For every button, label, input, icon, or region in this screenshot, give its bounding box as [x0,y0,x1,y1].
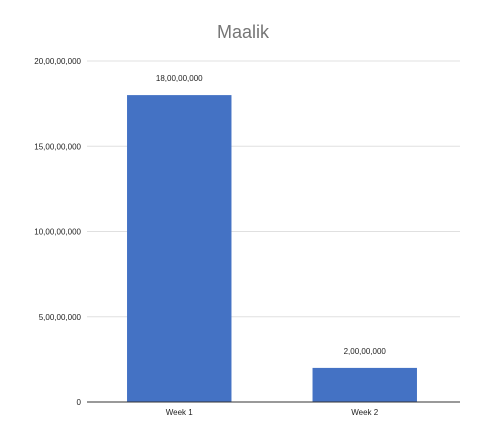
y-tick-label: 20,00,00,000 [34,57,81,66]
y-tick-label: 5,00,00,000 [39,313,82,322]
x-tick-label: Week 2 [351,408,379,417]
data-labels: 18,00,00,000 2,00,00,000 [156,74,387,356]
bar-2 [312,367,417,402]
bar-1 [127,95,232,402]
x-tick-label: Week 1 [166,408,194,417]
y-tick-label: 0 [77,398,82,407]
x-axis-tick-labels: Week 1 Week 2 [166,408,379,417]
y-axis-tick-labels: 0 5,00,00,000 10,00,00,000 15,00,00,000 20,0… [34,57,81,407]
bars [127,95,417,402]
chart-title: Maalik [217,22,270,42]
data-label-2: 2,00,00,000 [344,347,387,356]
y-tick-label: 15,00,00,000 [34,142,81,151]
y-tick-label: 10,00,00,000 [34,228,81,237]
data-label-1: 18,00,00,000 [156,74,203,83]
